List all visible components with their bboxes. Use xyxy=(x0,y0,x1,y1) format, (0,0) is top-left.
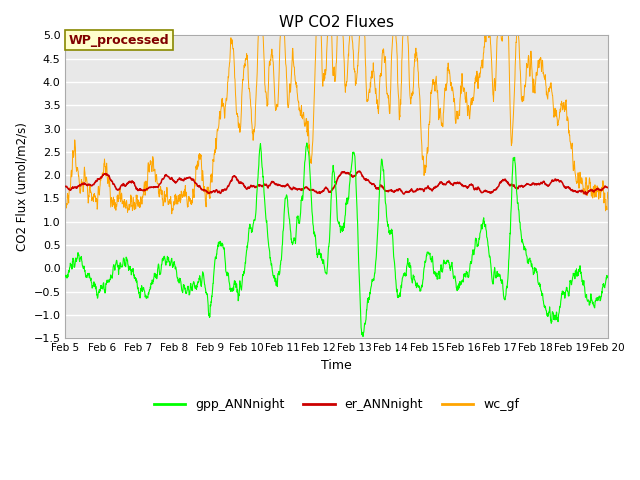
Legend: gpp_ANNnight, er_ANNnight, wc_gf: gpp_ANNnight, er_ANNnight, wc_gf xyxy=(149,393,524,416)
X-axis label: Time: Time xyxy=(321,359,352,372)
Text: WP_processed: WP_processed xyxy=(68,34,169,47)
Title: WP CO2 Fluxes: WP CO2 Fluxes xyxy=(279,15,394,30)
Y-axis label: CO2 Flux (umol/m2/s): CO2 Flux (umol/m2/s) xyxy=(15,122,28,251)
